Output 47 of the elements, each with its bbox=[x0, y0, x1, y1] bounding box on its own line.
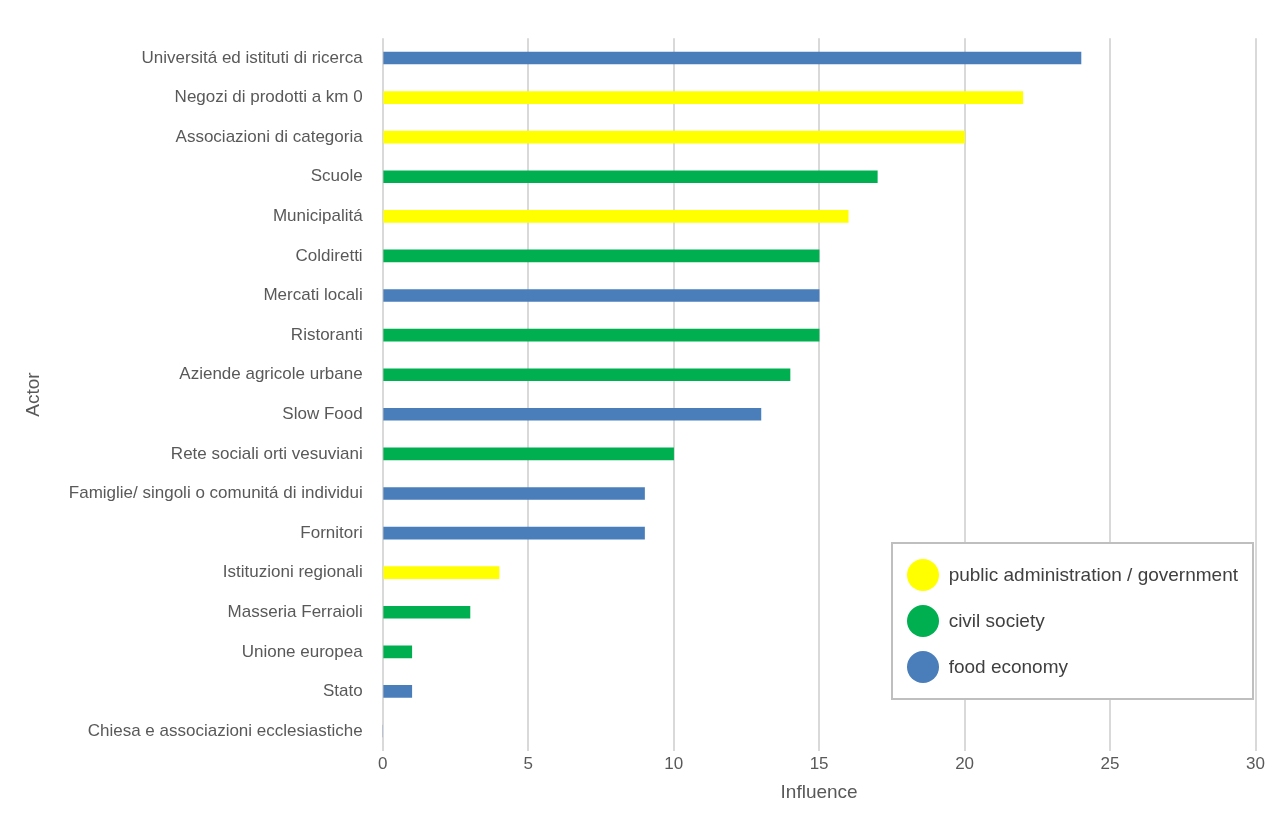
y-tick-label: Fornitori bbox=[300, 522, 363, 542]
bar bbox=[383, 685, 413, 698]
bar bbox=[383, 210, 849, 223]
x-tick-label: 0 bbox=[377, 753, 388, 773]
y-tick-label: Mercati locali bbox=[263, 285, 363, 305]
bar bbox=[383, 51, 1082, 65]
bar bbox=[383, 249, 820, 263]
x-tick-label: 15 bbox=[809, 753, 829, 773]
y-tick-label: Slow Food bbox=[282, 403, 363, 423]
y-tick-label: Unione europea bbox=[241, 641, 364, 661]
bar bbox=[383, 447, 674, 461]
bar bbox=[383, 130, 965, 144]
x-tick-label: 5 bbox=[523, 753, 533, 773]
x-tick-label: 30 bbox=[1246, 753, 1266, 773]
x-axis-title: Influence bbox=[780, 780, 858, 802]
legend-label: civil society bbox=[948, 610, 1045, 632]
y-tick-label: Masseria Ferraioli bbox=[227, 601, 363, 621]
y-tick-label: Chiesa e associazioni ecclesiastiche bbox=[87, 720, 363, 740]
y-tick-label: Aziende agricole urbane bbox=[179, 364, 363, 384]
y-tick-label: Stato bbox=[322, 681, 363, 701]
bar bbox=[383, 407, 762, 421]
bar bbox=[383, 368, 791, 382]
bar bbox=[383, 289, 820, 302]
y-tick-label: Famiglie/ singoli o comunitá di individui bbox=[68, 483, 363, 503]
legend-label: public administration / government bbox=[948, 564, 1238, 586]
y-axis-title: Actor bbox=[21, 371, 43, 417]
x-tick-label: 25 bbox=[1100, 753, 1120, 773]
y-tick-label: Universitá ed istituti di ricerca bbox=[141, 47, 364, 67]
x-tick-label: 10 bbox=[664, 753, 684, 773]
legend-label: food economy bbox=[948, 656, 1068, 678]
bar bbox=[383, 526, 645, 540]
y-tick-label: Associazioni di categoria bbox=[175, 126, 364, 146]
bar bbox=[383, 605, 471, 619]
y-tick-label: Rete sociali orti vesuviani bbox=[170, 443, 363, 463]
bar bbox=[383, 487, 645, 500]
y-tick-label: Municipalitá bbox=[272, 206, 364, 226]
y-tick-label: Istituzioni regionali bbox=[222, 562, 363, 582]
y-tick-label: Scuole bbox=[310, 166, 363, 186]
x-tick-label: 20 bbox=[955, 753, 975, 773]
y-tick-label: Coldiretti bbox=[295, 245, 363, 265]
bar bbox=[383, 91, 1024, 104]
y-tick-label: Negozi di prodotti a km 0 bbox=[174, 87, 363, 107]
bar bbox=[383, 645, 413, 659]
bar bbox=[383, 328, 820, 342]
bar bbox=[383, 170, 878, 184]
y-tick-label: Ristoranti bbox=[290, 324, 363, 344]
bar bbox=[383, 566, 500, 579]
